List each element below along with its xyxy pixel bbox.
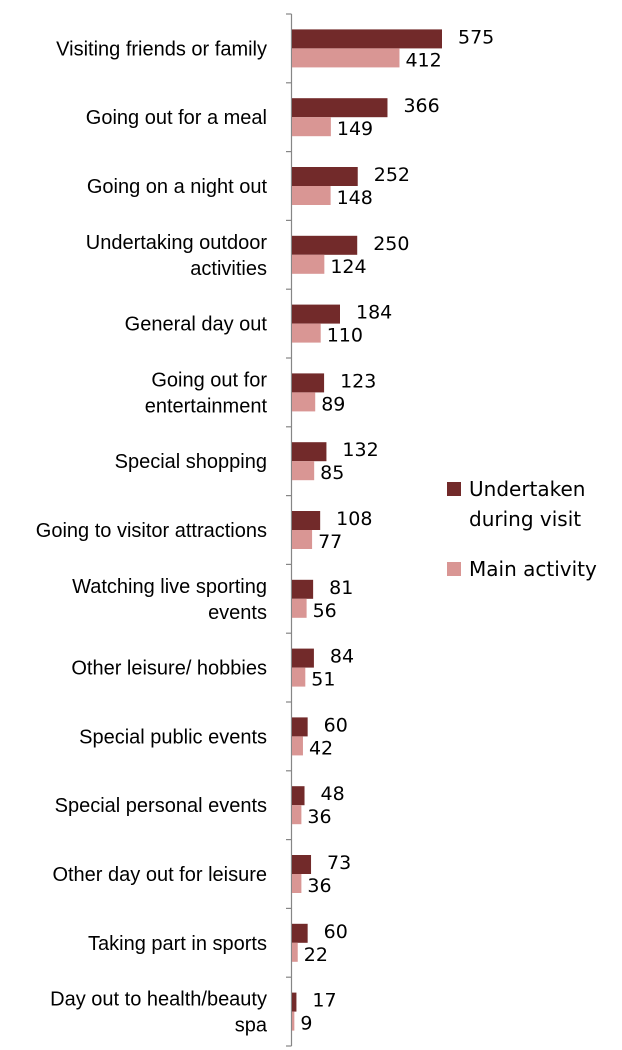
bar-main-activity [292,117,331,137]
data-label-main-activity: 51 [311,669,335,691]
bar-undertaken [292,167,358,186]
category-labels: Visiting friends or family Going out for … [36,38,268,1036]
category-label: entertainment [145,395,268,417]
category-label: Special shopping [115,451,267,473]
bar-main-activity [292,736,303,756]
category-label: activities [190,258,267,280]
category-label: Special public events [79,726,267,748]
bar-undertaken [292,992,297,1012]
data-label-main-activity: 9 [300,1013,312,1035]
data-label-undertaken: 132 [342,439,378,461]
bar-main-activity [292,186,331,205]
bar-main-activity [292,1011,295,1031]
category-label: events [208,602,267,624]
bar-main-activity [292,48,400,68]
bar-undertaken [292,786,305,806]
bar-main-activity [292,254,325,274]
category-axis [286,13,293,1047]
data-label-main-activity: 412 [405,49,441,71]
data-label-main-activity: 110 [327,325,363,347]
data-label-undertaken: 81 [329,577,353,599]
bar-main-activity [292,461,315,481]
bar-undertaken [292,923,308,943]
data-label-main-activity: 149 [337,118,373,140]
data-label-main-activity: 148 [337,187,373,209]
category-label: Taking part in sports [88,933,267,955]
category-label: Going out for a meal [86,107,267,129]
category-label: Other day out for leisure [52,864,267,886]
legend: Undertaken during visit Main activity [447,477,597,581]
legend-text-undertaken: during visit [469,507,581,531]
bar-undertaken [292,648,314,668]
bar-main-activity [292,598,307,618]
data-label-main-activity: 42 [309,737,333,759]
bar-main-activity [292,805,302,825]
category-label: Going to visitor attractions [36,520,267,542]
bar-undertaken [292,855,312,874]
category-label: Undertaking outdoor [86,232,268,254]
data-label-main-activity: 36 [307,806,331,828]
bar-undertaken [292,511,321,530]
data-label-undertaken: 48 [321,783,345,805]
data-label-main-activity: 36 [307,875,331,897]
category-label: Day out to health/beauty [50,989,267,1011]
bar-undertaken [292,373,325,393]
bar-main-activity [292,530,313,549]
bar-undertaken [292,235,358,255]
category-label: spa [235,1015,268,1037]
data-label-undertaken: 366 [403,95,439,117]
data-label-main-activity: 56 [313,600,337,622]
bars [292,29,442,1031]
bar-main-activity [292,392,316,412]
data-label-undertaken: 60 [324,921,348,943]
data-label-undertaken: 17 [312,990,336,1012]
category-label: Other leisure/ hobbies [71,658,267,680]
bar-undertaken [292,579,314,599]
data-label-main-activity: 124 [330,256,366,278]
category-label: Special personal events [55,795,267,817]
bar-undertaken [292,98,388,118]
bar-undertaken [292,304,340,324]
data-label-undertaken: 60 [324,714,348,736]
bar-main-activity [292,667,306,687]
legend-swatch-main-activity [447,562,461,576]
data-label-undertaken: 184 [356,302,392,324]
data-label-main-activity: 89 [321,393,345,415]
category-label: General day out [125,314,268,336]
data-label-undertaken: 84 [330,646,354,668]
data-label-undertaken: 73 [327,852,351,874]
bar-main-activity [292,323,321,343]
data-label-main-activity: 22 [304,944,328,966]
bar-undertaken [292,29,442,49]
bar-undertaken [292,442,327,462]
legend-swatch-undertaken [447,482,461,496]
category-label: Watching live sporting [72,576,267,598]
legend-text-undertaken: Undertaken [469,477,585,501]
bar-undertaken [292,717,308,737]
category-label: Going on a night out [87,176,268,198]
data-label-main-activity: 77 [318,531,342,553]
data-label-undertaken: 252 [374,164,410,186]
bar-main-activity [292,874,302,893]
data-label-main-activity: 85 [320,462,344,484]
data-label-undertaken: 575 [458,26,494,48]
bar-main-activity [292,942,298,962]
category-label: Going out for [151,369,267,391]
category-label: Visiting friends or family [56,38,267,60]
data-label-undertaken: 108 [336,508,372,530]
data-label-undertaken: 250 [373,233,409,255]
legend-text-main-activity: Main activity [469,557,597,581]
data-label-undertaken: 123 [340,370,376,392]
